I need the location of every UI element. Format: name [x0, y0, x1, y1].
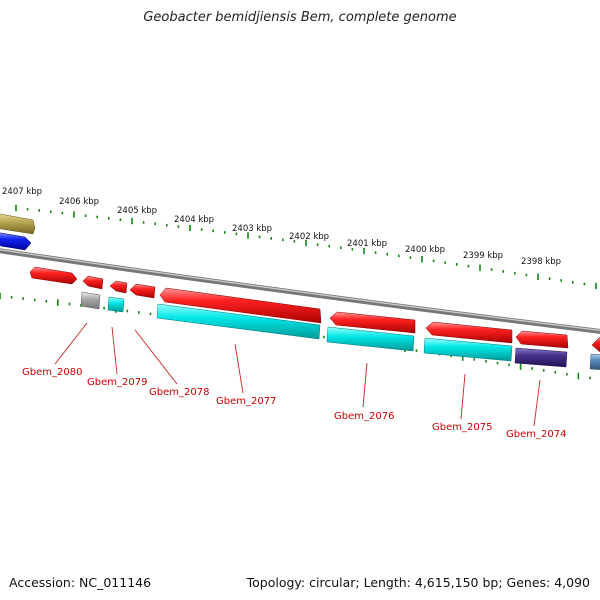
genome-backbone-highlight	[0, 249, 600, 331]
scale-label: 2400 kbp	[405, 245, 445, 255]
gene-label[interactable]: Gbem_2078	[149, 387, 209, 398]
label-leaders	[54, 322, 541, 427]
cds-feature[interactable]	[109, 280, 128, 294]
scale-label: 2407 kbp	[2, 187, 42, 197]
scale-label: 2401 kbp	[347, 239, 387, 249]
gene-feature-cyan[interactable]	[423, 337, 513, 362]
cds-feature[interactable]	[591, 336, 600, 353]
cds-feature[interactable]	[29, 266, 78, 285]
cds-feature[interactable]	[515, 330, 569, 349]
cds-feature[interactable]	[329, 311, 416, 334]
accession-text: Accession: NC_011146	[9, 575, 152, 590]
gene-label[interactable]: Gbem_2076	[334, 411, 394, 422]
gene-labels: Gbem_2080 Gbem_2079 Gbem_2078 Gbem_2077 …	[22, 367, 566, 440]
gene-feature-cyan[interactable]	[107, 296, 125, 313]
gene-feature-olive[interactable]	[0, 213, 36, 235]
gene-feature-steel[interactable]	[589, 353, 600, 370]
cds-track	[29, 266, 600, 353]
gene-label[interactable]: Gbem_2077	[216, 396, 276, 407]
cds-feature[interactable]	[129, 283, 156, 299]
outer-scale-ring	[15, 204, 597, 290]
gene-feature-navy[interactable]	[514, 347, 568, 368]
gene-feature-cyan[interactable]	[326, 326, 415, 352]
scale-label: 2404 kbp	[174, 215, 214, 225]
gene-label[interactable]: Gbem_2079	[87, 377, 147, 388]
gene-label[interactable]: Gbem_2075	[432, 422, 492, 433]
cds-feature[interactable]	[425, 321, 513, 344]
gene-feature-cyan[interactable]	[156, 303, 321, 340]
scale-labels: 2407 kbp 2406 kbp 2405 kbp 2404 kbp 2403…	[2, 187, 561, 267]
genome-backbone	[0, 248, 600, 334]
scale-label: 2403 kbp	[232, 224, 272, 234]
scale-label: 2402 kbp	[289, 232, 329, 242]
map-title: Geobacter bemidjiensis Bem, complete gen…	[143, 10, 457, 25]
topology-text: Topology: circular; Length: 4,615,150 bp…	[246, 575, 590, 590]
feature-track	[80, 291, 600, 370]
cds-feature[interactable]	[82, 275, 104, 290]
scale-label: 2405 kbp	[117, 206, 157, 216]
gene-label[interactable]: Gbem_2080	[22, 367, 82, 378]
scale-label: 2399 kbp	[463, 251, 503, 261]
gene-feature-blue[interactable]	[0, 232, 32, 251]
scale-label: 2398 kbp	[521, 257, 561, 267]
gene-label[interactable]: Gbem_2074	[506, 429, 566, 440]
gene-feature-gray[interactable]	[80, 291, 101, 310]
scale-label: 2406 kbp	[59, 197, 99, 207]
cds-feature[interactable]	[159, 287, 322, 324]
